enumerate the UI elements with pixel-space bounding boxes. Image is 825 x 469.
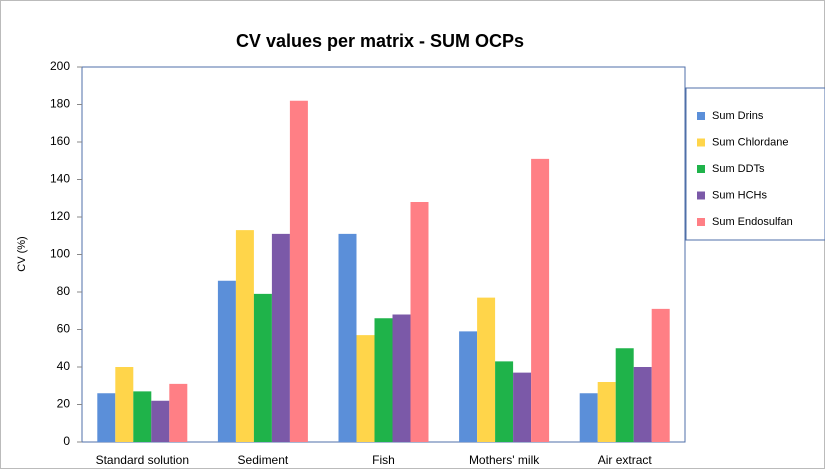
bar bbox=[217, 280, 236, 442]
bar bbox=[133, 391, 152, 442]
bar bbox=[97, 393, 116, 442]
y-tick-label: 20 bbox=[57, 397, 71, 411]
y-tick-label: 180 bbox=[50, 97, 70, 111]
y-tick-label: 200 bbox=[50, 59, 70, 73]
legend-label: Sum Endosulfan bbox=[712, 216, 793, 228]
bar bbox=[169, 383, 188, 442]
y-tick-label: 120 bbox=[50, 209, 70, 223]
bar bbox=[597, 382, 616, 442]
x-tick-label: Sediment bbox=[238, 453, 289, 467]
y-tick-label: 140 bbox=[50, 172, 70, 186]
y-axis-label: CV (%) bbox=[16, 236, 28, 271]
chart-title: CV values per matrix - SUM OCPs bbox=[236, 31, 524, 51]
bar bbox=[410, 202, 429, 442]
legend-label: Sum HCHs bbox=[712, 189, 768, 201]
x-tick-label: Fish bbox=[372, 453, 395, 467]
bar bbox=[235, 230, 254, 442]
bar bbox=[531, 158, 550, 442]
bar bbox=[513, 372, 532, 442]
legend-label: Sum Chlordane bbox=[712, 136, 788, 148]
y-tick-label: 160 bbox=[50, 134, 70, 148]
y-tick-label: 0 bbox=[63, 434, 70, 448]
x-tick-label: Standard solution bbox=[96, 453, 189, 467]
legend-box bbox=[685, 87, 825, 241]
y-tick-label: 40 bbox=[57, 359, 71, 373]
bar bbox=[651, 308, 670, 442]
legend-label: Sum DDTs bbox=[712, 163, 765, 175]
bar bbox=[392, 314, 411, 442]
bar bbox=[579, 393, 598, 442]
legend-swatch bbox=[697, 191, 705, 200]
bar bbox=[253, 293, 272, 442]
bar bbox=[495, 361, 514, 442]
bar bbox=[633, 367, 652, 442]
y-tick-label: 60 bbox=[57, 322, 71, 336]
x-tick-label: Air extract bbox=[598, 453, 653, 467]
bar bbox=[477, 297, 496, 442]
bar bbox=[289, 100, 308, 442]
bar bbox=[356, 335, 375, 442]
bar bbox=[271, 233, 290, 442]
x-tick-label: Mothers' milk bbox=[469, 453, 540, 467]
y-tick-label: 80 bbox=[57, 284, 71, 298]
bar bbox=[115, 367, 134, 442]
legend-swatch bbox=[697, 218, 705, 226]
legend-label: Sum Drins bbox=[712, 110, 764, 122]
bar bbox=[374, 318, 393, 442]
bar bbox=[459, 331, 478, 442]
y-tick-label: 100 bbox=[50, 247, 70, 261]
bar bbox=[615, 348, 634, 442]
bar bbox=[338, 233, 357, 442]
legend-swatch bbox=[697, 138, 705, 147]
legend-swatch bbox=[697, 112, 705, 120]
bar bbox=[151, 400, 170, 442]
legend-swatch bbox=[697, 165, 705, 173]
